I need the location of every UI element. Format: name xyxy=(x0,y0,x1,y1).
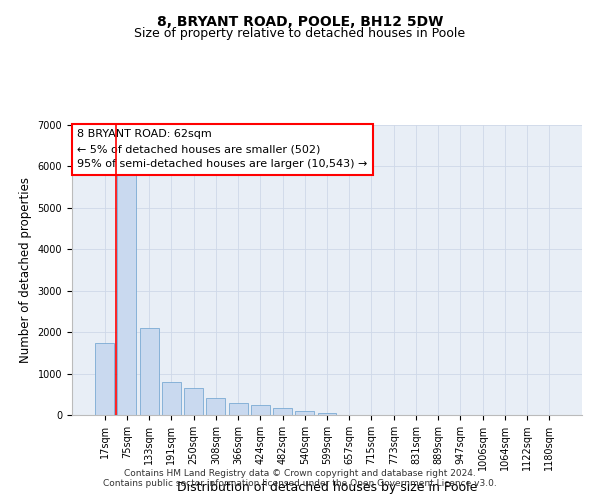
Text: Contains public sector information licensed under the Open Government Licence v3: Contains public sector information licen… xyxy=(103,478,497,488)
Text: 8, BRYANT ROAD, POOLE, BH12 5DW: 8, BRYANT ROAD, POOLE, BH12 5DW xyxy=(157,15,443,29)
Bar xyxy=(273,408,292,415)
Text: Contains HM Land Registry data © Crown copyright and database right 2024.: Contains HM Land Registry data © Crown c… xyxy=(124,468,476,477)
Bar xyxy=(184,388,203,415)
Bar xyxy=(251,406,270,415)
Bar xyxy=(162,382,181,415)
Bar xyxy=(95,342,114,415)
Bar xyxy=(295,411,314,415)
Bar xyxy=(317,412,337,415)
Bar xyxy=(140,328,158,415)
X-axis label: Distribution of detached houses by size in Poole: Distribution of detached houses by size … xyxy=(177,482,477,494)
Text: 8 BRYANT ROAD: 62sqm
← 5% of detached houses are smaller (502)
95% of semi-detac: 8 BRYANT ROAD: 62sqm ← 5% of detached ho… xyxy=(77,130,367,169)
Bar xyxy=(206,398,225,415)
Bar xyxy=(118,174,136,415)
Bar xyxy=(229,402,248,415)
Y-axis label: Number of detached properties: Number of detached properties xyxy=(19,177,32,363)
Text: Size of property relative to detached houses in Poole: Size of property relative to detached ho… xyxy=(134,28,466,40)
